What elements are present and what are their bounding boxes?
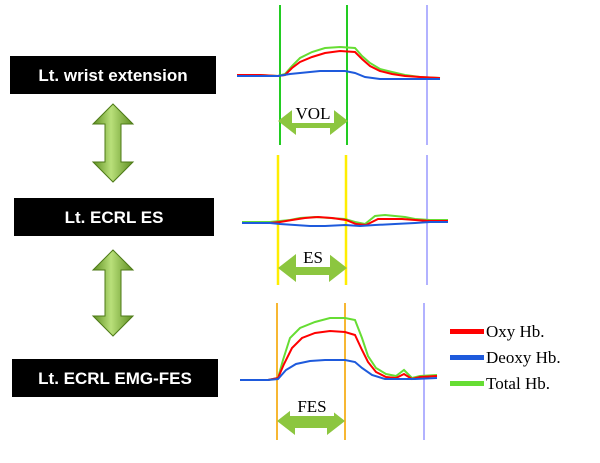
period-arrow: ES — [278, 247, 347, 282]
deoxy-hb-trace — [242, 221, 448, 228]
period-label: VOL — [296, 104, 331, 123]
oxy-hb-trace — [240, 329, 438, 381]
condition-label-text: Lt. ECRL ES — [65, 208, 164, 227]
total-hb-trace — [240, 317, 438, 381]
legend-item-deoxy: Deoxy Hb. — [450, 348, 561, 367]
vertical-double-arrow-icon — [91, 103, 135, 183]
legend-label: Oxy Hb. — [486, 322, 545, 341]
legend-swatch — [450, 329, 484, 334]
period-label: FES — [297, 397, 326, 416]
legend-label: Total Hb. — [486, 374, 550, 393]
legend: Oxy Hb. Deoxy Hb. Total Hb. — [450, 322, 561, 393]
legend-swatch — [450, 381, 484, 386]
legend-swatch — [450, 355, 484, 360]
period-arrow: VOL — [278, 103, 348, 135]
condition-label-vol: Lt. wrist extension — [10, 56, 216, 94]
condition-label-fes: Lt. ECRL EMG-FES — [12, 359, 218, 397]
legend-label: Deoxy Hb. — [486, 348, 561, 367]
deoxy-hb-trace — [240, 359, 438, 381]
condition-label-text: Lt. ECRL EMG-FES — [38, 369, 192, 388]
vertical-double-arrow-icon — [91, 249, 135, 337]
condition-label-text: Lt. wrist extension — [38, 66, 187, 85]
panel-es: ES — [242, 155, 448, 285]
panel-vol: VOL — [237, 5, 441, 145]
period-arrow: FES — [277, 396, 345, 435]
condition-label-es: Lt. ECRL ES — [14, 198, 214, 236]
oxy-hb-trace — [237, 49, 441, 79]
legend-item-total: Total Hb. — [450, 374, 550, 393]
period-label: ES — [303, 248, 323, 267]
panel-fes: FES — [240, 303, 438, 440]
legend-item-oxy: Oxy Hb. — [450, 322, 545, 341]
deoxy-hb-trace — [237, 70, 440, 80]
oxy-hb-trace — [242, 215, 448, 227]
